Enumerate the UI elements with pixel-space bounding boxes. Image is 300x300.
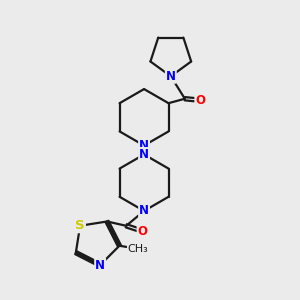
Text: O: O	[138, 225, 148, 238]
Text: CH₃: CH₃	[128, 244, 148, 254]
Text: N: N	[95, 259, 105, 272]
Text: N: N	[139, 204, 149, 218]
Text: N: N	[139, 139, 149, 152]
Text: S: S	[75, 219, 85, 232]
Text: O: O	[195, 94, 205, 107]
Text: N: N	[166, 70, 176, 83]
Text: N: N	[139, 148, 149, 161]
